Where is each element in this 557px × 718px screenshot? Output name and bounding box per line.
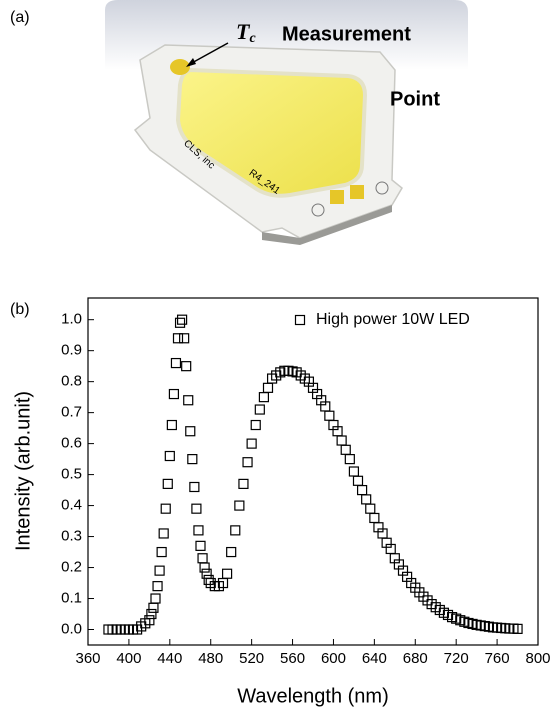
data-point	[223, 569, 232, 578]
y-tick-label: 0.8	[61, 373, 82, 390]
x-tick-label: 400	[116, 650, 141, 667]
data-point	[247, 439, 256, 448]
data-point	[194, 526, 203, 535]
data-point	[151, 594, 160, 603]
y-tick-label: 0.3	[61, 528, 82, 545]
photo-label: Measurement	[282, 23, 411, 45]
x-tick-label: 440	[157, 650, 182, 667]
data-point	[204, 575, 213, 584]
data-point	[182, 362, 191, 371]
data-point	[325, 411, 334, 420]
data-point	[198, 554, 207, 563]
data-point	[227, 548, 236, 557]
data-point	[153, 582, 162, 591]
data-point	[239, 479, 248, 488]
tc-subscript: c	[249, 31, 256, 46]
data-point	[163, 479, 172, 488]
data-point	[251, 421, 260, 430]
panel-label: (b)	[10, 301, 30, 318]
data-point	[235, 501, 244, 510]
pad	[330, 190, 344, 204]
data-point	[188, 455, 197, 464]
data-point	[165, 452, 174, 461]
data-point	[366, 504, 375, 513]
x-tick-label: 600	[321, 650, 346, 667]
data-point	[358, 486, 367, 495]
tc-point	[170, 59, 190, 75]
photo: CLS, inc R4_241 Tc Measurement Point	[105, 0, 468, 245]
y-tick-label: 0.1	[61, 589, 82, 606]
data-point	[178, 315, 187, 324]
data-point	[159, 529, 168, 538]
x-tick-label: 720	[444, 650, 469, 667]
y-tick-label: 0.5	[61, 466, 82, 483]
panel-label: (a)	[10, 9, 30, 26]
data-point	[259, 393, 268, 402]
legend-marker	[296, 316, 305, 325]
data-point	[180, 334, 189, 343]
data-point	[255, 405, 264, 414]
data-point	[337, 436, 346, 445]
plot: 360 400 440 480 520 560 600 640 680 720 760 800 0.0 0…	[61, 311, 550, 667]
y-axis-label: Intensity (arb.unit)	[12, 391, 34, 551]
x-axis-label: Wavelength (nm)	[237, 685, 389, 707]
x-tick-label: 360	[75, 650, 100, 667]
x-tick-label: 680	[403, 650, 428, 667]
y-tick-label: 0.7	[61, 404, 82, 421]
x-tick-label: 480	[198, 650, 223, 667]
data-point	[231, 526, 240, 535]
x-tick-label: 640	[362, 650, 387, 667]
data-point	[190, 482, 199, 491]
y-tick-label: 0.9	[61, 342, 82, 359]
data-point	[147, 610, 156, 619]
data-point	[354, 476, 363, 485]
legend-label: High power 10W LED	[316, 311, 470, 328]
x-tick-label: 520	[239, 650, 264, 667]
data-point	[243, 458, 252, 467]
data-point	[149, 603, 158, 612]
data-point	[186, 427, 195, 436]
data-point	[370, 513, 379, 522]
y-tick-label: 1.0	[61, 311, 82, 328]
data-point	[196, 541, 205, 550]
data-point	[345, 455, 354, 464]
data-point	[155, 566, 164, 575]
x-tick-label: 800	[525, 650, 550, 667]
data-point	[184, 396, 193, 405]
pad	[350, 185, 364, 199]
data-point	[200, 563, 209, 572]
data-point	[362, 495, 371, 504]
data-point	[171, 359, 180, 368]
x-tick-label: 560	[280, 650, 305, 667]
y-tick-label: 0.0	[61, 620, 82, 637]
data-point	[264, 383, 273, 392]
x-tick-label: 760	[485, 650, 510, 667]
y-tick-label: 0.4	[61, 497, 82, 514]
photo-label: Point	[390, 88, 440, 110]
y-tick-label: 0.2	[61, 559, 82, 576]
data-point	[161, 504, 170, 513]
data-point	[176, 318, 185, 327]
figure: CLS, inc R4_241 Tc Measurement Point (a)…	[0, 0, 557, 713]
plot-frame	[88, 298, 538, 645]
y-tick-label: 0.6	[61, 435, 82, 452]
data-point	[341, 445, 350, 454]
data-point	[192, 504, 201, 513]
data-point	[202, 569, 211, 578]
data-point	[349, 467, 358, 476]
data-point	[174, 334, 183, 343]
data-point	[167, 421, 176, 430]
data-point	[157, 548, 166, 557]
data-point	[169, 390, 178, 399]
